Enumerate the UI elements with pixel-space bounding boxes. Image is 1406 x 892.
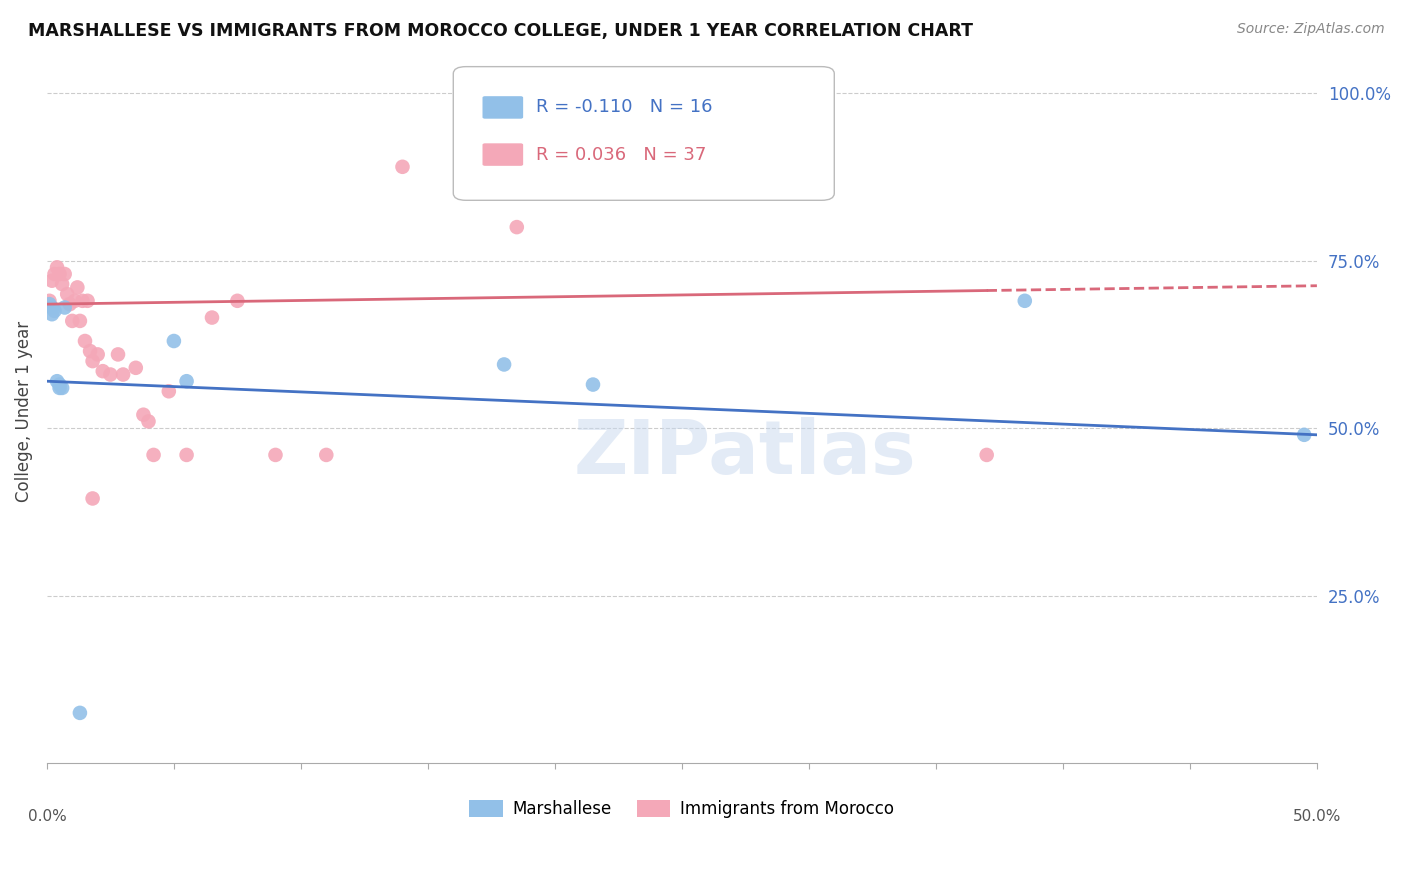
Point — [48, 381, 70, 395]
Point — [264, 448, 287, 462]
Point — [66, 280, 89, 294]
Point — [91, 364, 114, 378]
Point — [41, 307, 63, 321]
Point — [201, 310, 224, 325]
Point — [41, 301, 63, 315]
Point — [41, 274, 63, 288]
Point — [73, 334, 96, 348]
Point — [53, 301, 76, 315]
FancyBboxPatch shape — [453, 67, 834, 201]
Text: 50.0%: 50.0% — [1292, 809, 1341, 824]
Point — [44, 267, 66, 281]
Point — [100, 368, 122, 382]
Point — [38, 297, 60, 311]
Point — [38, 293, 60, 308]
Point — [506, 220, 529, 235]
Text: R = 0.036   N = 37: R = 0.036 N = 37 — [536, 145, 706, 163]
Y-axis label: College, Under 1 year: College, Under 1 year — [15, 321, 32, 502]
Point — [60, 314, 83, 328]
Point — [56, 287, 79, 301]
Point — [138, 414, 160, 428]
Point — [69, 314, 91, 328]
Point — [315, 448, 337, 462]
FancyBboxPatch shape — [482, 96, 523, 119]
FancyBboxPatch shape — [482, 144, 523, 166]
Point — [494, 358, 516, 372]
Point — [226, 293, 249, 308]
Point — [79, 344, 101, 359]
Point — [82, 354, 104, 368]
Text: ZIPatlas: ZIPatlas — [574, 417, 917, 490]
Point — [59, 297, 82, 311]
Point — [391, 160, 413, 174]
Text: 0.0%: 0.0% — [28, 809, 66, 824]
Point — [1294, 427, 1316, 442]
Point — [582, 377, 605, 392]
Point — [176, 448, 198, 462]
Point — [51, 381, 73, 395]
Point — [46, 374, 69, 388]
Point — [44, 303, 66, 318]
Point — [132, 408, 155, 422]
Point — [107, 347, 129, 361]
Text: MARSHALLESE VS IMMIGRANTS FROM MOROCCO COLLEGE, UNDER 1 YEAR CORRELATION CHART: MARSHALLESE VS IMMIGRANTS FROM MOROCCO C… — [28, 22, 973, 40]
Point — [51, 277, 73, 291]
Point — [163, 334, 186, 348]
Legend: Marshallese, Immigrants from Morocco: Marshallese, Immigrants from Morocco — [463, 794, 901, 825]
Text: Source: ZipAtlas.com: Source: ZipAtlas.com — [1237, 22, 1385, 37]
Point — [48, 377, 70, 392]
Point — [46, 260, 69, 275]
Point — [53, 267, 76, 281]
Point — [72, 293, 94, 308]
Text: R = -0.110   N = 16: R = -0.110 N = 16 — [536, 98, 713, 117]
Point — [976, 448, 998, 462]
Point — [112, 368, 135, 382]
Point — [69, 706, 91, 720]
Point — [63, 293, 86, 308]
Point — [86, 347, 108, 361]
Point — [82, 491, 104, 506]
Point — [157, 384, 180, 399]
Point — [1014, 293, 1036, 308]
Point — [125, 360, 148, 375]
Point — [176, 374, 198, 388]
Point — [48, 267, 70, 281]
Point — [76, 293, 98, 308]
Point — [142, 448, 165, 462]
